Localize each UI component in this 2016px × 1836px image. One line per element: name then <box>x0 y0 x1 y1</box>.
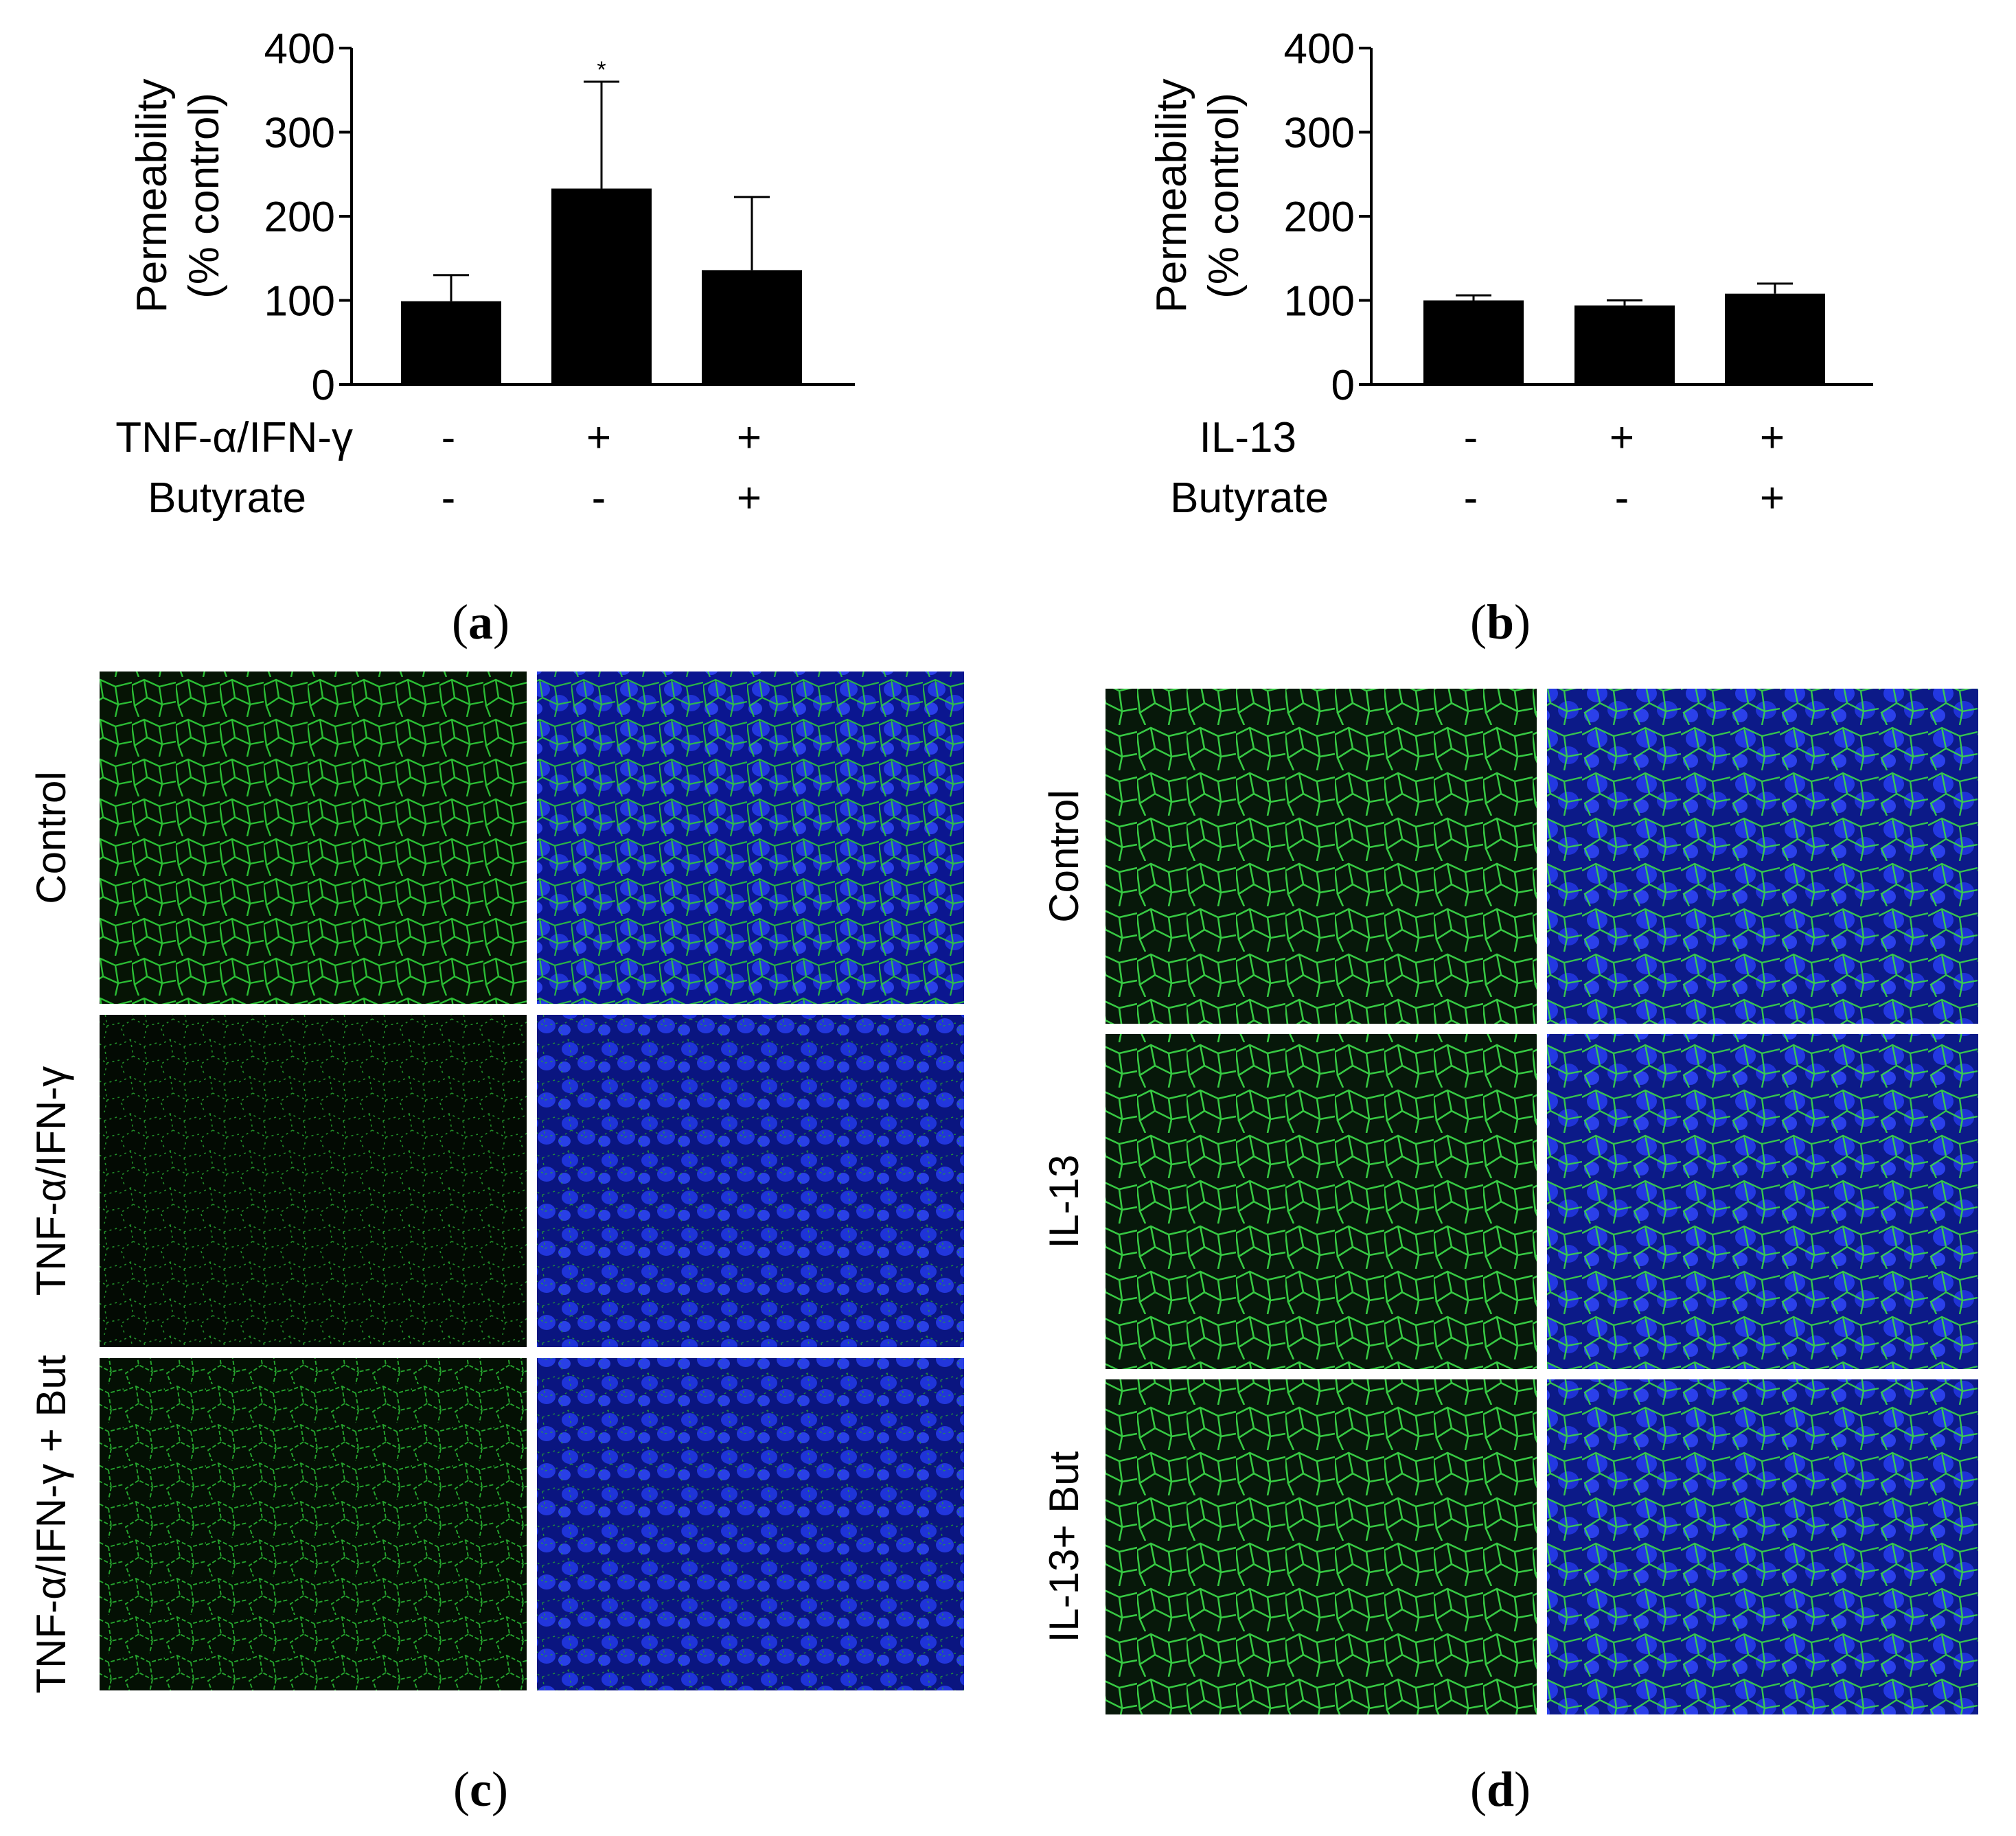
micrograph-d-il13-but-zo1 <box>1106 1379 1537 1714</box>
condition-mark: + <box>737 474 761 522</box>
y-tick-label: 100 <box>264 278 335 325</box>
y-tick-label: 400 <box>264 25 335 73</box>
row-label-c-control: Control <box>28 771 74 904</box>
y-tick-label: 100 <box>1284 278 1355 325</box>
chart-b-ylabel-line2: (% control) <box>1200 93 1248 299</box>
significance-marker: * <box>597 57 606 83</box>
micrograph-grid-d: Control IL-13 IL-13+ But <box>1041 689 1978 1714</box>
chart-b-condition-marks: - + + - - + <box>1464 414 1785 522</box>
y-tick-label: 200 <box>1284 194 1355 241</box>
bar-2 <box>1574 305 1675 385</box>
micrograph-d-il13-zo1 <box>1106 1034 1537 1369</box>
chart-a-ylabel-line2: (% control) <box>181 93 228 299</box>
condition-mark: - <box>1464 474 1478 522</box>
condition-mark: + <box>1760 414 1785 461</box>
bar-1 <box>1423 300 1524 385</box>
chart-a-ylabel-line1: Permeability <box>128 78 176 312</box>
panel-label-c: (c) <box>453 1762 508 1817</box>
row-label-c-tnf: TNF-α/IFN-γ <box>28 1066 74 1296</box>
row-label-c-tnf-but: TNF-α/IFN-γ + But <box>28 1355 74 1693</box>
micrograph-c-control-merge <box>537 672 964 1004</box>
y-tick-label: 400 <box>1284 25 1355 73</box>
bar-3 <box>1725 293 1825 385</box>
micrograph-c-control-zo1 <box>100 672 527 1004</box>
chart-b-ylabel-line1: Permeability <box>1148 78 1195 312</box>
condition-mark: - <box>442 474 456 522</box>
bar-1 <box>401 301 501 385</box>
micrograph-c-tnf-merge <box>537 1015 964 1347</box>
micrograph-grid-c: Control TNF-α/IFN-γ TNF-α/IFN-γ + But <box>28 672 964 1694</box>
bar-chart-b: 0 100 200 300 400 Permeability (% control) I… <box>1148 25 1873 522</box>
micrograph-c-tnf-but-zo1 <box>100 1358 527 1690</box>
micrograph-d-control-merge <box>1547 689 1978 1024</box>
condition-mark: - <box>1615 474 1629 522</box>
chart-b-marks <box>1423 282 1825 385</box>
condition-mark: + <box>586 414 611 461</box>
condition-mark: - <box>442 414 456 461</box>
row-label-d-il13-but: IL-13+ But <box>1041 1451 1087 1642</box>
y-tick-label: 300 <box>1284 110 1355 157</box>
chart-a-marks: * <box>401 57 802 385</box>
panel-letter-a: a <box>468 595 493 650</box>
panel-label-d: (d) <box>1470 1762 1531 1817</box>
chart-b-condition1-label: IL-13 <box>1200 414 1296 461</box>
chart-a-condition1-label: TNF-α/IFN-γ <box>115 414 353 461</box>
micrograph-d-control-zo1 <box>1106 689 1537 1024</box>
chart-a-condition2-label: Butyrate <box>148 474 306 522</box>
row-label-d-control: Control <box>1041 790 1087 922</box>
y-tick-label: 300 <box>264 110 335 157</box>
y-tick-label: 0 <box>312 362 335 409</box>
condition-mark: + <box>737 414 761 461</box>
micrograph-c-tnf-zo1 <box>100 1015 527 1347</box>
condition-mark: - <box>1464 414 1478 461</box>
chart-b-y-ticks: 0 100 200 300 400 <box>1284 25 1371 409</box>
micrograph-d-il13-merge <box>1547 1034 1978 1369</box>
bar-3 <box>702 270 802 385</box>
y-tick-label: 0 <box>1331 362 1355 409</box>
micrograph-c-tnf-but-merge <box>537 1358 964 1690</box>
row-label-d-il13: IL-13 <box>1041 1155 1087 1249</box>
chart-a-condition-marks: - + + - - + <box>442 414 761 522</box>
panel-letter-c: c <box>470 1762 492 1817</box>
chart-b-condition2-label: Butyrate <box>1170 474 1329 522</box>
panel-letter-b: b <box>1487 595 1514 650</box>
panel-label-a: (a) <box>452 595 509 650</box>
chart-a-y-ticks: 0 100 200 300 400 <box>264 25 352 409</box>
panel-letter-d: d <box>1487 1762 1514 1817</box>
condition-mark: - <box>592 474 606 522</box>
bar-2 <box>551 188 652 385</box>
y-tick-label: 200 <box>264 194 335 241</box>
bar-chart-a: * 0 100 200 300 400 Permeability (% control)… <box>115 25 855 522</box>
condition-mark: + <box>1760 474 1785 522</box>
panel-label-b: (b) <box>1470 595 1531 650</box>
condition-mark: + <box>1610 414 1634 461</box>
micrograph-d-il13-but-merge <box>1547 1379 1978 1714</box>
